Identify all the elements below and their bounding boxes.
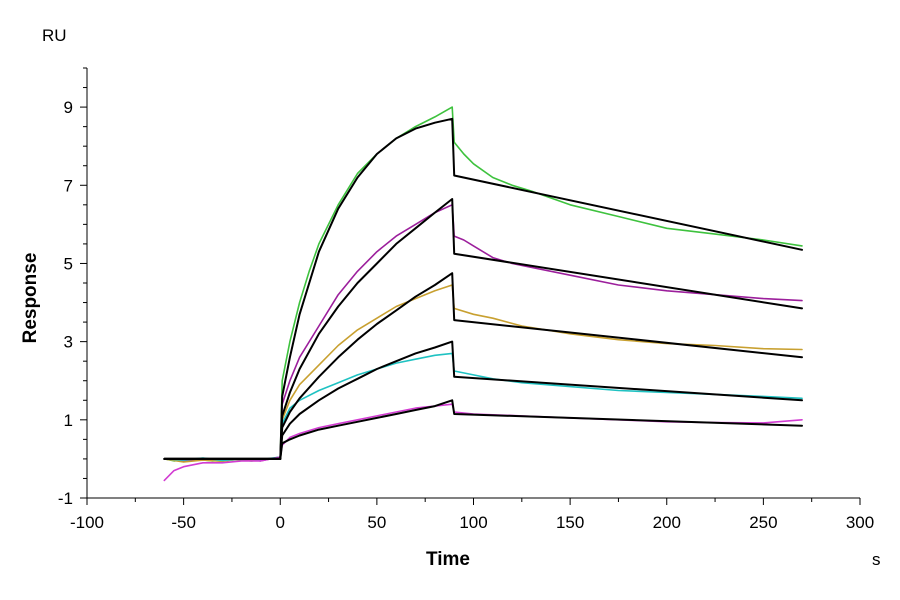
x-tick-label: 100 (459, 513, 487, 532)
x-tick-label: -50 (171, 513, 196, 532)
y-tick-label: -1 (58, 489, 73, 508)
y-tick-label: 1 (64, 411, 73, 430)
x-tick-label: -100 (70, 513, 104, 532)
fit-curve-8 (163, 340, 803, 460)
x-tick-label: 50 (367, 513, 386, 532)
y-tick-label: 3 (64, 333, 73, 352)
fit-curve-7 (163, 272, 803, 460)
x-tick-label: 250 (749, 513, 777, 532)
x-tick-label: 150 (556, 513, 584, 532)
y-ticks: -1 1 3 5 7 9 (58, 67, 87, 508)
x-tick-label: 300 (846, 513, 874, 532)
y-tick-label: 9 (64, 98, 73, 117)
x-unit-label: s (872, 550, 881, 569)
series-layer (163, 106, 803, 482)
x-axis-title: Time (426, 549, 470, 570)
axes: -100 -50 0 50 100 150 200 250 300 -1 1 3 5 7 9 (58, 67, 874, 532)
fit-curve-6 (163, 198, 803, 460)
y-unit-label: RU (42, 26, 67, 45)
fit-curve-5 (163, 117, 803, 460)
y-axis-title: Response (20, 253, 41, 344)
x-ticks: -100 -50 0 50 100 150 200 250 300 (70, 498, 874, 532)
x-tick-label: 0 (276, 513, 285, 532)
x-tick-label: 200 (653, 513, 681, 532)
fit-curve-9 (163, 399, 803, 460)
y-tick-label: 7 (64, 176, 73, 195)
y-tick-label: 5 (64, 254, 73, 273)
